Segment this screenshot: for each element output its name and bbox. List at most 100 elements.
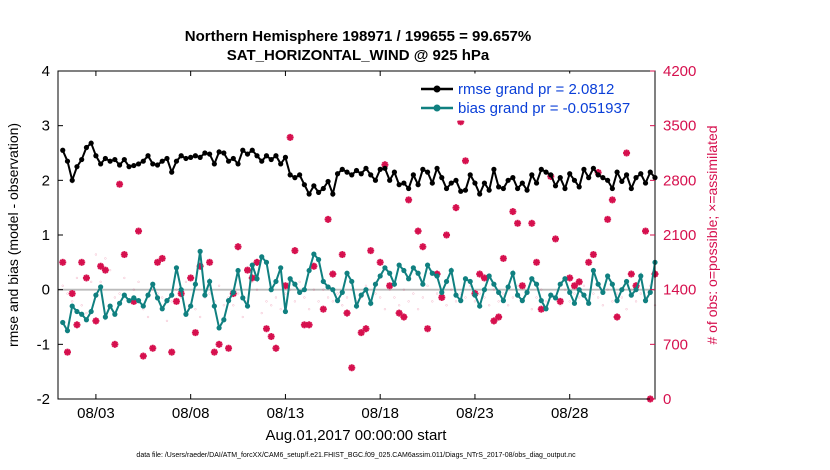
bias-point: [150, 281, 156, 287]
bias-point: [240, 295, 246, 301]
legend-label-rmse: rmse grand pr = 2.0812: [458, 81, 614, 98]
obs-possible-point: [573, 292, 576, 295]
obs-assimilated-point: [281, 282, 289, 290]
bias-point: [178, 287, 184, 293]
rmse-point: [406, 185, 412, 192]
obs-possible-point: [94, 253, 98, 256]
rmse-point: [287, 172, 293, 178]
bias-point: [297, 289, 303, 295]
bias-point: [98, 284, 104, 290]
rmse-point: [74, 164, 80, 170]
rmse-point: [339, 166, 345, 172]
rmse-point: [282, 154, 289, 160]
obs-assimilated-point: [111, 340, 119, 348]
bias-point: [619, 287, 625, 293]
y-left-tick-label: -1: [37, 336, 50, 353]
obs-assimilated-point: [570, 282, 578, 290]
bias-point: [330, 287, 336, 293]
bias-point: [107, 303, 113, 309]
bias-point: [424, 262, 431, 268]
rmse-point: [538, 166, 544, 172]
rmse-point: [216, 149, 222, 155]
bias-point: [500, 298, 506, 304]
bias-point: [197, 248, 203, 254]
legend-marker-rmse: [433, 85, 441, 93]
obs-assimilated-point: [461, 157, 469, 165]
obs-assimilated-point: [566, 274, 574, 282]
obs-possible-point: [431, 300, 434, 303]
bias-point: [268, 287, 274, 293]
bias-point: [533, 281, 540, 287]
x-tick-label: 08/28: [551, 405, 589, 422]
obs-possible-point: [568, 300, 571, 303]
obs-possible-point: [601, 304, 604, 307]
rmse-point: [188, 154, 194, 160]
obs-possible-point: [241, 315, 244, 319]
rmse-point: [533, 180, 540, 186]
rmse-point: [135, 161, 142, 167]
rmse-point: [415, 182, 421, 188]
obs-possible-point: [132, 288, 135, 291]
rmse-point: [145, 153, 151, 159]
obs-possible-point: [606, 288, 609, 291]
obs-possible-point: [379, 296, 382, 299]
obs-assimilated-point: [319, 305, 327, 313]
obs-assimilated-point: [168, 348, 176, 356]
rmse-point: [107, 158, 113, 164]
rmse-point: [434, 165, 440, 171]
bias-point: [169, 292, 175, 298]
rmse-point: [202, 150, 208, 156]
bias-point: [173, 265, 180, 271]
obs-possible-point: [412, 292, 415, 295]
rmse-point: [297, 172, 303, 178]
rmse-point: [225, 158, 232, 164]
obs-possible-point: [464, 296, 467, 299]
obs-assimilated-point: [480, 274, 488, 282]
y-left-tick-label: 3: [42, 118, 50, 135]
bias-point: [282, 308, 289, 315]
obs-possible-point: [421, 296, 424, 299]
obs-assimilated-point: [135, 227, 143, 235]
obs-possible-point: [199, 315, 202, 319]
obs-assimilated-point: [73, 321, 81, 329]
bias-point: [301, 287, 307, 293]
rmse-point: [301, 182, 307, 188]
obs-assimilated-point: [310, 262, 318, 270]
obs-assimilated-point: [362, 325, 370, 333]
obs-possible-point: [639, 292, 642, 295]
obs-assimilated-point: [367, 247, 375, 255]
obs-possible-point: [416, 308, 420, 311]
rmse-point: [496, 184, 502, 190]
rmse-point: [349, 172, 355, 178]
rmse-point: [211, 161, 217, 167]
rmse-point: [368, 172, 374, 178]
y-right-tick-label: 1400: [663, 282, 696, 299]
obs-assimilated-point: [234, 243, 242, 251]
legend-label-bias: bias grand pr = -0.051937: [458, 100, 630, 117]
obs-possible-point: [625, 308, 628, 311]
bias-point: [557, 281, 563, 287]
rmse-point: [552, 183, 559, 189]
obs-assimilated-point: [191, 329, 199, 337]
rmse-point: [514, 185, 521, 192]
bias-point: [472, 292, 478, 298]
rmse-point: [458, 188, 464, 194]
bias-point: [391, 281, 398, 287]
bias-point: [420, 281, 426, 287]
bias-point: [576, 287, 582, 293]
bias-point: [278, 265, 284, 271]
obs-possible-point: [326, 296, 330, 299]
bias-point: [145, 292, 151, 298]
legend-marker-bias: [433, 104, 441, 112]
obs-assimilated-point: [120, 251, 128, 259]
bias-point: [623, 278, 630, 285]
obs-possible-point: [284, 292, 287, 295]
obs-possible-point: [615, 292, 619, 295]
obs-possible-point: [435, 292, 439, 295]
obs-possible-point: [582, 284, 586, 287]
y-right-tick-label: 2100: [663, 227, 696, 244]
rmse-point: [505, 177, 511, 183]
obs-assimilated-point: [642, 227, 650, 235]
rmse-point: [159, 158, 165, 164]
obs-assimilated-point: [92, 317, 100, 325]
